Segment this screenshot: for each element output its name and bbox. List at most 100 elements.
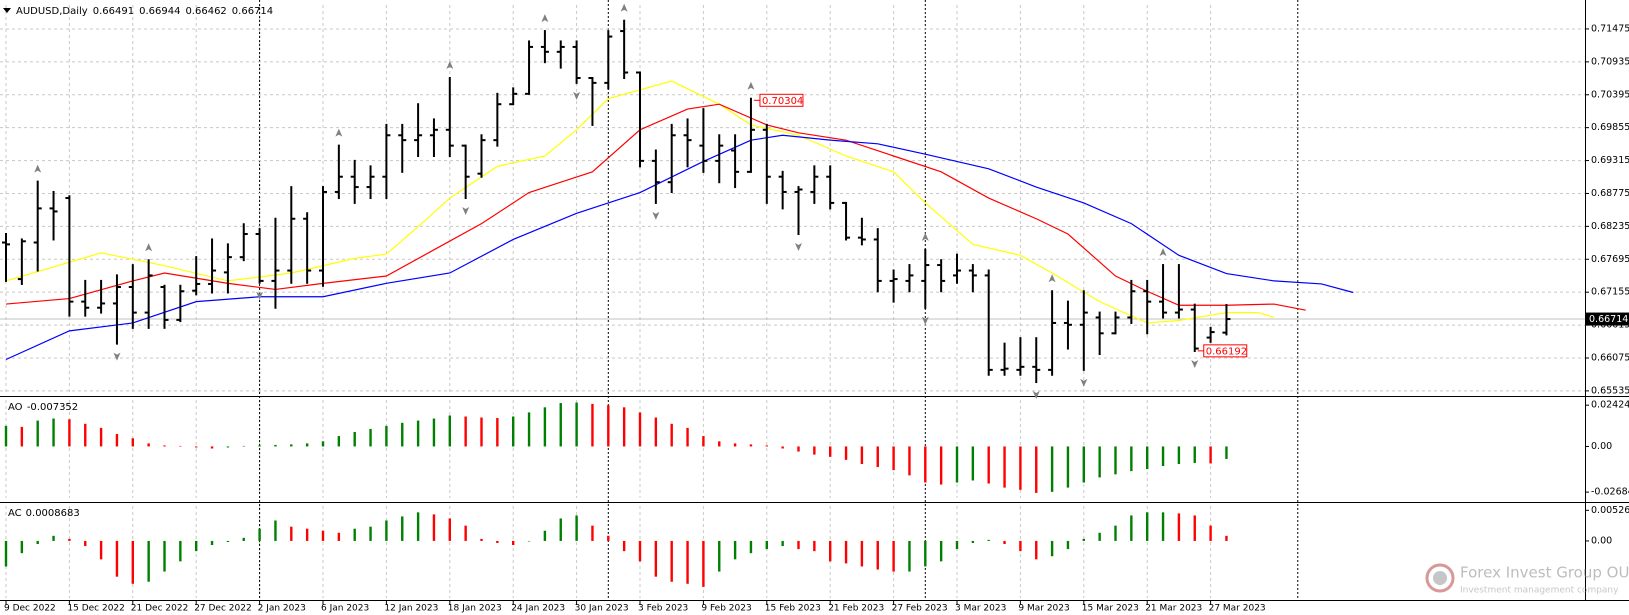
- histogram-bar: [210, 446, 214, 449]
- x-tick-label: 18 Jan 2023: [448, 604, 502, 614]
- histogram-bar: [1035, 446, 1038, 493]
- histogram-bar: [971, 446, 975, 481]
- histogram-bar: [258, 445, 261, 447]
- histogram-bar: [860, 540, 864, 567]
- fractal-up: [335, 128, 343, 137]
- x-tick-label: 27 Dec 2022: [194, 604, 252, 614]
- histogram-bar: [607, 405, 610, 447]
- histogram-bar: [686, 427, 689, 447]
- menu-icon: [3, 8, 11, 13]
- histogram-bar: [480, 417, 483, 447]
- histogram-bar: [1130, 446, 1133, 472]
- fractal-up: [541, 14, 549, 23]
- current-price-box: [1586, 312, 1629, 326]
- histogram-bar: [638, 412, 642, 447]
- histogram-bar: [1177, 513, 1181, 541]
- histogram-bar: [448, 518, 451, 541]
- histogram-bar: [1019, 446, 1022, 490]
- histogram-bar: [686, 540, 689, 584]
- histogram-bar: [496, 540, 499, 543]
- histogram-bar: [512, 540, 515, 546]
- histogram-bar: [1209, 525, 1212, 541]
- histogram-bar: [1130, 515, 1133, 541]
- histogram-bar: [876, 540, 879, 570]
- fractal-down: [921, 316, 929, 325]
- fractal-up: [145, 243, 153, 252]
- histogram-bar: [242, 537, 245, 541]
- histogram-bar: [4, 540, 8, 567]
- price-label: 0.66192: [1206, 346, 1247, 357]
- histogram-bar: [305, 528, 309, 541]
- y-tick-label: 0.00: [1591, 535, 1612, 546]
- histogram-bar: [955, 540, 959, 550]
- histogram-bar: [1146, 512, 1149, 541]
- histogram-bar: [1114, 446, 1117, 475]
- chart-title: AUDUSD,Daily 0.66491 0.66944 0.66462 0.66714: [16, 6, 273, 17]
- fractal-up: [1048, 274, 1056, 283]
- histogram-bar: [147, 443, 150, 447]
- histogram-bar: [1146, 446, 1149, 470]
- histogram-bar: [274, 520, 277, 541]
- histogram-bar: [1003, 540, 1006, 545]
- fractal-up: [620, 3, 628, 12]
- histogram-bar: [131, 438, 134, 447]
- indicator-value: 0.0008683: [26, 508, 80, 519]
- y-tick-label: -0.026843: [1591, 487, 1629, 498]
- histogram-bar: [36, 420, 39, 447]
- histogram-bar: [99, 427, 103, 447]
- histogram-bar: [924, 540, 927, 567]
- x-tick-label: 15 Mar 2023: [1082, 604, 1139, 614]
- histogram-bar: [369, 526, 372, 541]
- histogram-bar: [179, 445, 182, 447]
- histogram-bar: [369, 428, 372, 447]
- watermark-logo: [1425, 563, 1455, 593]
- histogram-bar: [1193, 446, 1196, 463]
- watermark-subtitle: Investment management company: [1460, 586, 1619, 596]
- histogram-bar: [844, 540, 848, 564]
- histogram-bar: [622, 540, 626, 552]
- histogram-bar: [195, 446, 198, 448]
- histogram-bar: [924, 446, 927, 483]
- histogram-bar: [702, 436, 705, 447]
- histogram-bar: [1098, 446, 1101, 478]
- fractal-up: [446, 60, 454, 69]
- watermark: Forex Invest Group OU Investment managem…: [1425, 563, 1629, 596]
- fractal-up: [747, 81, 755, 90]
- histogram-bar: [163, 445, 166, 447]
- y-tick-label: 0.70935: [1591, 56, 1629, 67]
- indicator-title: AO -0.007352: [8, 402, 78, 413]
- histogram-bar: [385, 520, 388, 541]
- watermark-title: Forex Invest Group OU: [1460, 564, 1629, 582]
- histogram-bar: [68, 419, 71, 447]
- x-tick-label: 2 Jan 2023: [258, 604, 306, 614]
- histogram-bar: [654, 540, 658, 577]
- histogram-bar: [591, 525, 594, 541]
- indicator-title: AC 0.0008683: [8, 508, 80, 519]
- y-tick-label: 0.67695: [1591, 254, 1629, 265]
- histogram-bar: [84, 540, 87, 547]
- histogram-bar: [258, 528, 261, 541]
- histogram-bar: [718, 441, 721, 447]
- histogram-bar: [195, 540, 198, 552]
- histogram-bar: [464, 416, 467, 447]
- histogram-bar: [1082, 538, 1085, 541]
- histogram-bar: [908, 446, 911, 476]
- histogram-bar: [52, 418, 55, 447]
- histogram-bar: [829, 540, 832, 562]
- x-tick-label: 24 Jan 2023: [511, 604, 565, 614]
- histogram-bar: [607, 535, 610, 541]
- x-tick-label: 3 Mar 2023: [955, 604, 1006, 614]
- histogram-bar: [401, 516, 404, 541]
- histogram-bar: [1003, 446, 1006, 488]
- histogram-bar: [797, 540, 800, 550]
- histogram-bar: [20, 426, 24, 447]
- histogram-bar: [305, 443, 309, 447]
- x-tick-label: 9 Dec 2022: [4, 604, 56, 614]
- histogram-bar: [559, 403, 562, 447]
- x-tick-label: 12 Jan 2023: [384, 604, 438, 614]
- last-ohlc: 0.66714: [232, 6, 273, 17]
- histogram-bar: [147, 540, 150, 582]
- price-label-box: [759, 93, 804, 107]
- histogram-bar: [654, 417, 658, 447]
- symbol: AUDUSD,Daily: [16, 6, 88, 17]
